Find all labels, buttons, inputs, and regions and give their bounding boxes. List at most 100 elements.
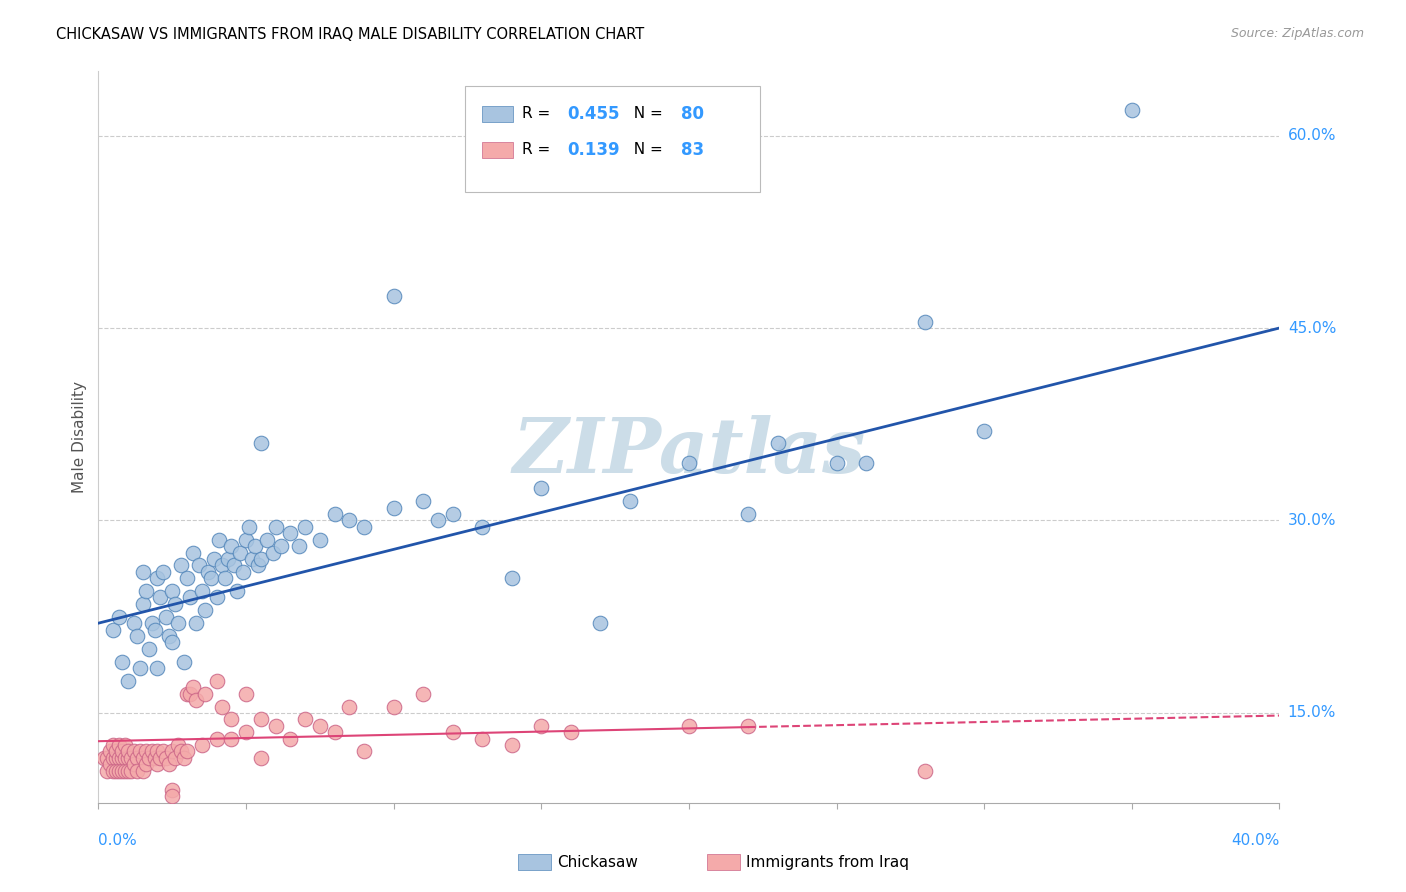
Text: Chickasaw: Chickasaw [557, 855, 637, 870]
Point [93, 751, 115, 765]
Text: 0.139: 0.139 [567, 141, 620, 159]
Point [264, 520, 287, 534]
Point [264, 719, 287, 733]
Point [162, 584, 183, 599]
Point [114, 738, 136, 752]
Point [117, 751, 139, 765]
Point [155, 609, 177, 624]
FancyBboxPatch shape [482, 142, 513, 158]
Text: 30.0%: 30.0% [1288, 513, 1336, 528]
FancyBboxPatch shape [482, 106, 513, 122]
Point [98, 757, 121, 772]
Point [122, 744, 145, 758]
Point [167, 616, 190, 631]
Point [157, 757, 180, 772]
Point [162, 635, 183, 649]
Point [211, 558, 233, 573]
Point [111, 744, 134, 758]
Point [211, 699, 233, 714]
Point [619, 494, 641, 508]
Point [250, 712, 273, 726]
Point [143, 623, 166, 637]
Point [226, 584, 249, 599]
Point [250, 552, 273, 566]
Point [122, 616, 145, 631]
Point [135, 744, 157, 758]
Point [238, 520, 260, 534]
Point [173, 655, 195, 669]
Point [120, 764, 142, 778]
Point [105, 751, 128, 765]
Point [108, 751, 131, 765]
Point [288, 539, 311, 553]
Point [412, 494, 434, 508]
Point [125, 764, 148, 778]
Point [125, 629, 148, 643]
Point [825, 456, 848, 470]
Point [162, 783, 183, 797]
Text: 45.0%: 45.0% [1288, 320, 1336, 335]
Point [221, 712, 243, 726]
Point [179, 591, 201, 605]
Point [250, 751, 273, 765]
Text: R =: R = [523, 106, 555, 121]
Point [132, 597, 155, 611]
Point [737, 507, 759, 521]
Point [149, 591, 172, 605]
Text: 0.0%: 0.0% [98, 833, 138, 848]
Point [914, 315, 936, 329]
Point [412, 687, 434, 701]
Point [108, 609, 131, 624]
Point [280, 526, 302, 541]
Point [135, 584, 157, 599]
Point [162, 744, 183, 758]
Point [103, 623, 125, 637]
Point [117, 744, 139, 758]
Point [737, 719, 759, 733]
Point [96, 751, 118, 765]
Point [103, 738, 125, 752]
Point [560, 725, 582, 739]
Point [117, 673, 139, 688]
Point [128, 744, 150, 758]
Point [132, 565, 155, 579]
Text: CHICKASAW VS IMMIGRANTS FROM IRAQ MALE DISABILITY CORRELATION CHART: CHICKASAW VS IMMIGRANTS FROM IRAQ MALE D… [56, 27, 644, 42]
Text: 40.0%: 40.0% [1232, 833, 1279, 848]
Text: ZIPatlas: ZIPatlas [512, 415, 866, 489]
Point [339, 514, 361, 528]
Point [108, 764, 131, 778]
FancyBboxPatch shape [707, 854, 740, 870]
Point [240, 552, 263, 566]
Point [427, 514, 450, 528]
Point [167, 738, 190, 752]
Point [855, 456, 877, 470]
Point [114, 764, 136, 778]
Point [125, 751, 148, 765]
Point [184, 693, 207, 707]
Point [152, 744, 174, 758]
FancyBboxPatch shape [517, 854, 551, 870]
Point [176, 744, 198, 758]
Point [176, 687, 198, 701]
Point [766, 436, 789, 450]
Point [309, 719, 332, 733]
Point [221, 539, 243, 553]
Point [339, 699, 361, 714]
Point [132, 751, 155, 765]
Point [165, 751, 187, 765]
Point [117, 764, 139, 778]
Point [138, 751, 160, 765]
Point [122, 757, 145, 772]
Point [353, 744, 375, 758]
Point [179, 687, 201, 701]
Point [1121, 103, 1143, 117]
Text: 15.0%: 15.0% [1288, 706, 1336, 721]
Point [229, 545, 252, 559]
Point [441, 725, 464, 739]
Point [294, 520, 316, 534]
Point [141, 744, 163, 758]
Point [132, 764, 155, 778]
Point [262, 545, 284, 559]
Point [589, 616, 612, 631]
Point [187, 558, 209, 573]
